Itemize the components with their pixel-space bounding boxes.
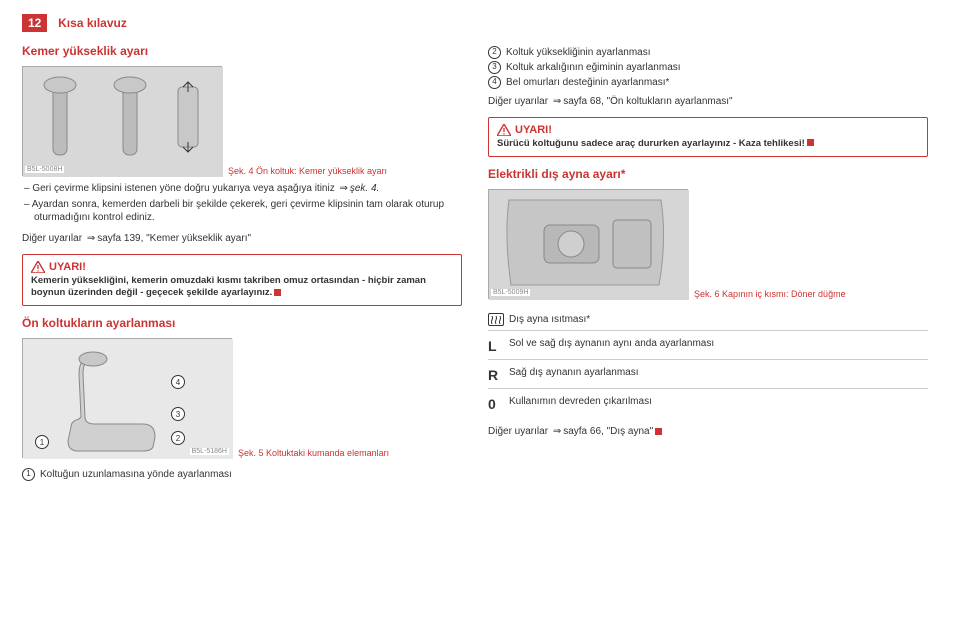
figure-4-label: B5L-5008H (25, 166, 64, 173)
page-number: 12 (22, 14, 47, 32)
warning-title-text-1: UYARI! (49, 261, 86, 273)
mirror-row-l: L Sol ve sağ dış aynanın aynı anda ayarl… (488, 333, 928, 360)
other-refs-2: Diğer uyarılar sayfa 68, "Ön koltukların… (488, 95, 928, 109)
enum-2-text: Koltuk yüksekliğinin ayarlanması (506, 46, 651, 59)
figure-4-row: B5L-5008H Şek. 4 Ön koltuk: Kemer yüksek… (22, 66, 462, 176)
enum-2: 2 Koltuk yüksekliğinin ayarlanması (488, 46, 928, 59)
other-refs-2-pre: Diğer uyarılar (488, 96, 551, 107)
enum-2-num: 2 (488, 46, 501, 59)
mirror-row-heat-text: Dış ayna ısıtması* (509, 313, 590, 326)
mirror-row-0-text: Kullanımın devreden çıkarılması (509, 395, 652, 408)
figure-5-caption: Şek. 5 Koltuktaki kumanda elemanları (238, 448, 389, 458)
mirror-0-label: 0 (488, 395, 504, 413)
enum-4-num: 4 (488, 76, 501, 89)
figure-4-image: B5L-5008H (22, 66, 222, 176)
bullet-1: – Geri çevirme klipsini istenen yöne doğ… (22, 182, 462, 195)
section-front-seat: Ön koltukların ayarlanması (22, 316, 462, 330)
other-refs-1: Diğer uyarılar sayfa 139, "Kemer yüksekl… (22, 232, 462, 246)
bullet-1-ref: şek. 4. (350, 183, 379, 194)
section-mirror: Elektrikli dış ayna ayarı* (488, 167, 928, 181)
footer-enum-1-text: Koltuğun uzunlamasına yönde ayarlanması (40, 468, 232, 481)
mirror-heat-icon (488, 313, 504, 326)
figure-6-caption: Şek. 6 Kapının iç kısmı: Döner düğme (694, 289, 846, 299)
mirror-l-label: L (488, 337, 504, 355)
other-refs-3: Diğer uyarılar sayfa 66, "Dış ayna" (488, 425, 928, 439)
warning-text-2: Sürücü koltuğunu sadece araç dururken ay… (497, 138, 919, 150)
warning-text-2-content: Sürücü koltuğunu sadece araç dururken ay… (497, 138, 805, 149)
warning-box-2: UYARI! Sürücü koltuğunu sadece araç duru… (488, 117, 928, 157)
enum-3: 3 Koltuk arkalığının eğiminin ayarlanmas… (488, 61, 928, 74)
enum-4: 4 Bel omurları desteğinin ayarlanması* (488, 76, 928, 89)
other-refs-2-text: sayfa 68, "Ön koltukların ayarlanması" (563, 96, 732, 107)
header-title: Kısa kılavuz (58, 14, 127, 30)
left-column: Kemer yükseklik ayarı B5L-5008H Şek. 4 Ö… (22, 44, 462, 483)
warning-text-1-content: Kemerin yüksekliğini, kemerin omuzdaki k… (31, 275, 426, 298)
figure-5-image: 1 2 3 4 B5L-5186H (22, 338, 232, 458)
mirror-row-r: R Sağ dış aynanın ayarlanması (488, 362, 928, 389)
other-refs-3-text: sayfa 66, "Dış ayna" (563, 426, 653, 437)
mirror-row-l-text: Sol ve sağ dış aynanın aynı anda ayarlan… (509, 337, 714, 350)
warning-text-1: Kemerin yüksekliğini, kemerin omuzdaki k… (31, 275, 453, 300)
content-columns: Kemer yükseklik ayarı B5L-5008H Şek. 4 Ö… (22, 44, 938, 483)
warning-icon (31, 261, 45, 273)
figure-4-caption: Şek. 4 Ön koltuk: Kemer yükseklik ayarı (228, 166, 387, 176)
right-column: 2 Koltuk yüksekliğinin ayarlanması 3 Kol… (488, 44, 928, 483)
figure-6-image: B5L-5009H (488, 189, 688, 299)
bullet-1-text: – Geri çevirme klipsini istenen yöne doğ… (24, 183, 337, 194)
warning-box-1: UYARI! Kemerin yüksekliğini, kemerin omu… (22, 254, 462, 307)
mirror-row-r-text: Sağ dış aynanın ayarlanması (509, 366, 639, 379)
mirror-r-label: R (488, 366, 504, 384)
warning-title-text-2: UYARI! (515, 124, 552, 136)
figure-6-row: B5L-5009H Şek. 6 Kapının iç kısmı: Döner… (488, 189, 928, 299)
section-belt-height: Kemer yükseklik ayarı (22, 44, 462, 58)
page-header: 12 Kısa kılavuz (22, 14, 938, 32)
mirror-row-heat: Dış ayna ısıtması* (488, 309, 928, 331)
warning-title-1: UYARI! (31, 261, 453, 273)
other-refs-3-pre: Diğer uyarılar (488, 426, 551, 437)
mirror-row-0: 0 Kullanımın devreden çıkarılması (488, 391, 928, 417)
other-refs-pre: Diğer uyarılar (22, 233, 85, 244)
bullet-2: – Ayardan sonra, kemerden darbeli bir şe… (22, 198, 462, 224)
figure-6-label: B5L-5009H (491, 289, 530, 296)
mirror-table: Dış ayna ısıtması* L Sol ve sağ dış ayna… (488, 309, 928, 418)
footer-enum-1-num: 1 (22, 468, 35, 481)
warning-title-2: UYARI! (497, 124, 919, 136)
figure-5-row: 1 2 3 4 B5L-5186H Şek. 5 Koltuktaki kuma… (22, 338, 462, 458)
enum-4-text: Bel omurları desteğinin ayarlanması* (506, 76, 669, 89)
enum-3-num: 3 (488, 61, 501, 74)
enum-3-text: Koltuk arkalığının eğiminin ayarlanması (506, 61, 681, 74)
figure-5-label: B5L-5186H (190, 448, 229, 455)
warning-icon (497, 124, 511, 136)
footer-enum-1: 1 Koltuğun uzunlamasına yönde ayarlanmas… (22, 468, 462, 481)
other-refs-text: sayfa 139, "Kemer yükseklik ayarı" (97, 233, 251, 244)
